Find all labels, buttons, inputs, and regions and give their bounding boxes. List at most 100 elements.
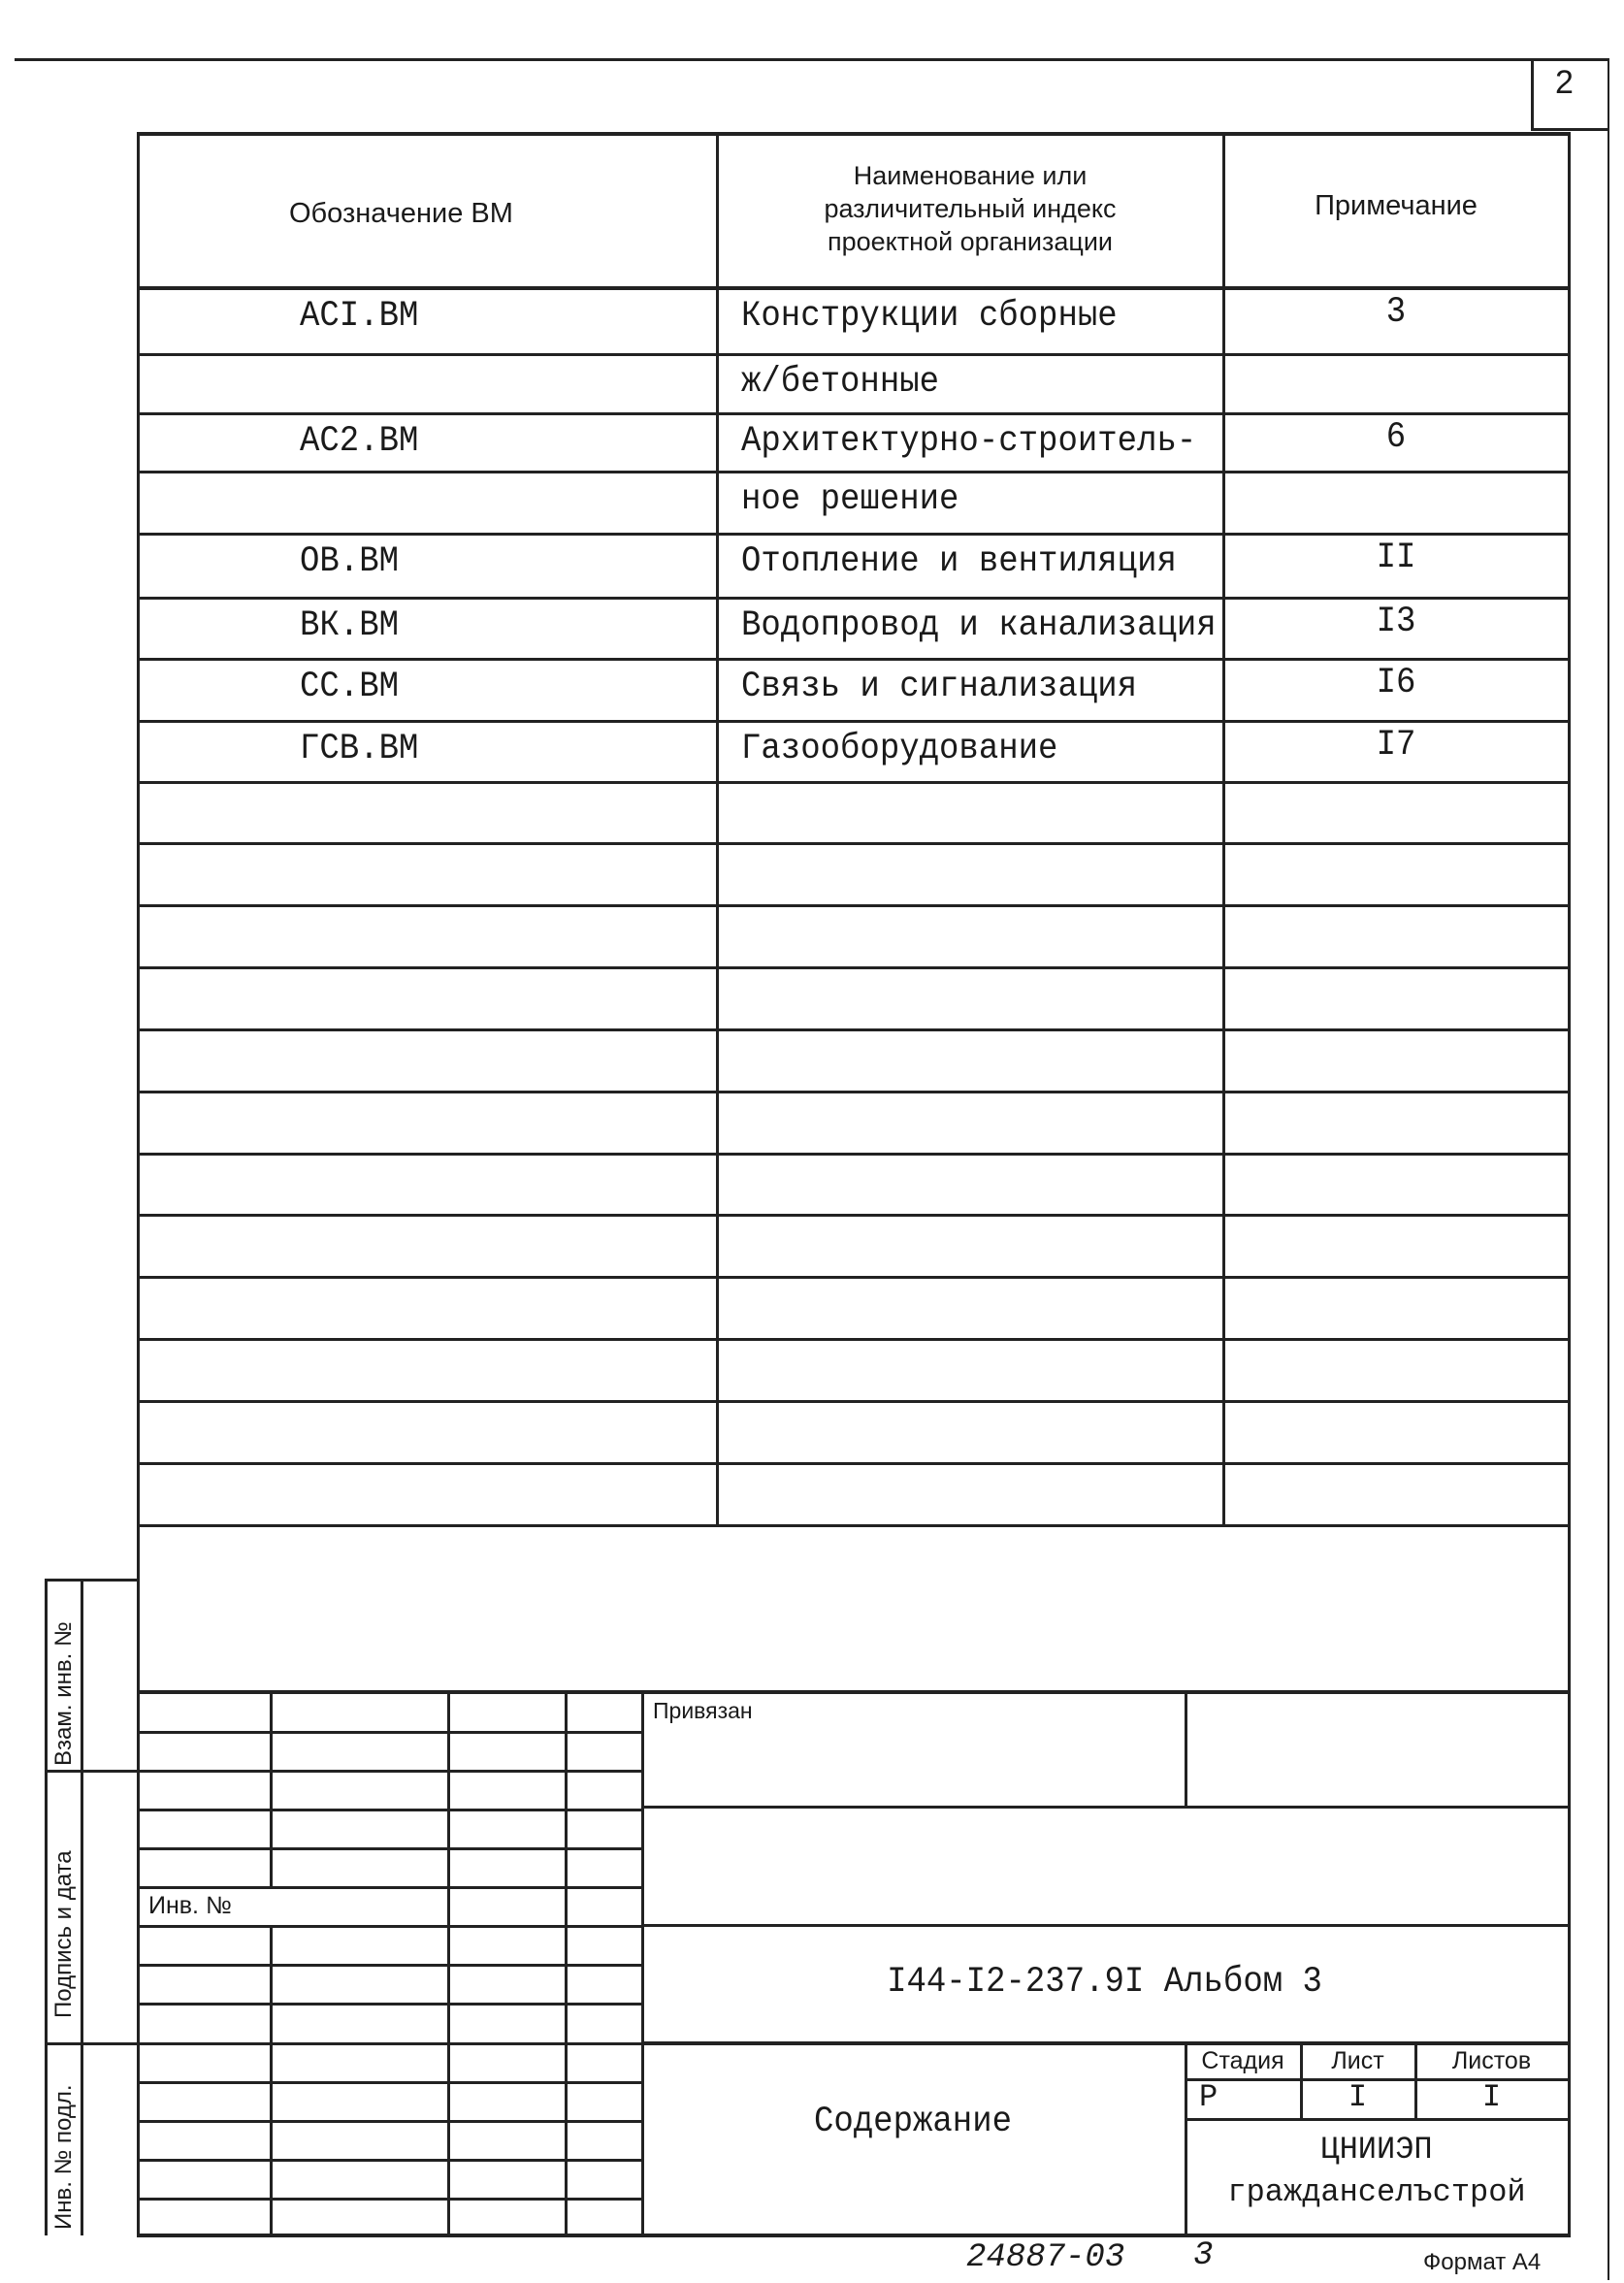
- page-number-box-line: [1531, 128, 1609, 131]
- row-line: [137, 597, 1571, 600]
- cell-note: II: [1376, 538, 1416, 578]
- page-number: 2: [1555, 64, 1574, 101]
- inv-no-label: Инв. №: [148, 1892, 232, 1919]
- header-designation: Обозначение ВМ: [289, 198, 513, 229]
- title-grid-line: [565, 1692, 568, 2235]
- title-block-line: [1185, 2118, 1571, 2121]
- title-block-line: [1414, 2042, 1417, 2120]
- cell-note: 3: [1385, 292, 1407, 333]
- row-line: [137, 658, 1571, 661]
- title-grid-line: [137, 2042, 641, 2045]
- title-block-line: [641, 1924, 1571, 1927]
- frame-bottom: [137, 2234, 1571, 2237]
- column-divider: [1222, 133, 1225, 1526]
- row-line: [137, 781, 1571, 784]
- header-name-line: Наименование или: [853, 161, 1088, 190]
- row-line: [137, 904, 1571, 907]
- header-name-line: различительный индекс: [824, 194, 1117, 223]
- side-strip-line: [45, 1579, 48, 2235]
- title-grid-line: [137, 1809, 641, 1811]
- title-grid-line: [447, 1692, 450, 2235]
- cell-designation: ВК.ВМ: [300, 605, 400, 646]
- row-line: [137, 1214, 1571, 1217]
- title-grid-line: [137, 1770, 641, 1773]
- cell-designation: АСI.ВМ: [300, 296, 419, 337]
- side-strip-line: [45, 2042, 137, 2045]
- side-strip-line: [45, 1770, 137, 1773]
- frame-right: [1568, 132, 1571, 2235]
- cell-name: Связь и сигнализация: [741, 667, 1138, 707]
- title-grid-line: [137, 2198, 641, 2201]
- side-strip-line: [45, 1579, 137, 1582]
- title-block-line: [641, 2041, 1571, 2045]
- row-line: [137, 1153, 1571, 1156]
- cell-designation: ГСВ.ВМ: [300, 729, 419, 769]
- header-name-line: проектной организации: [828, 227, 1113, 256]
- title-grid-line: [137, 1847, 641, 1850]
- title-grid-line: [137, 1886, 641, 1889]
- row-line: [137, 1524, 1571, 1527]
- title-block-line: [1185, 1692, 1187, 1807]
- title-block-divider: [641, 1692, 644, 2235]
- stage-label: Стадия: [1201, 2047, 1284, 2074]
- cell-name: ное решение: [741, 479, 959, 520]
- row-line: [137, 1338, 1571, 1341]
- cell-note: I7: [1376, 725, 1416, 766]
- title-grid-line: [137, 1731, 641, 1734]
- side-strip-line: [81, 1579, 83, 2235]
- format-label: Формат А4: [1423, 2249, 1542, 2275]
- title-block-line: [1300, 2042, 1303, 2120]
- frame-left: [137, 132, 140, 2235]
- row-line: [137, 1091, 1571, 1093]
- document-code: I44-I2-237.9I Альбом 3: [887, 1962, 1322, 2003]
- right-border-line: [1608, 58, 1609, 2280]
- row-line: [137, 720, 1571, 723]
- title-grid-line: [137, 2159, 641, 2162]
- cell-designation: ОВ.ВМ: [300, 541, 400, 582]
- row-line: [137, 1276, 1571, 1279]
- title-grid-line: [137, 2120, 641, 2123]
- row-line: [137, 842, 1571, 845]
- copy-number: 3: [1193, 2237, 1214, 2274]
- row-line: [137, 353, 1571, 356]
- sheets-value: I: [1481, 2079, 1502, 2115]
- row-line: [137, 412, 1571, 415]
- sheet-label: Лист: [1331, 2047, 1384, 2074]
- title-block-top: [137, 1690, 1571, 1694]
- row-line: [137, 1028, 1571, 1031]
- stage-value: Р: [1199, 2079, 1218, 2115]
- title-grid-line: [137, 1964, 641, 1967]
- cell-note: 6: [1385, 417, 1407, 458]
- cell-name: Газооборудование: [741, 729, 1058, 769]
- title-block-line: [641, 1806, 1571, 1809]
- title-grid-line: [137, 1925, 641, 1928]
- page-number-box-line: [1531, 58, 1534, 131]
- linked-label: Привязан: [653, 1698, 753, 1723]
- row-line: [137, 1400, 1571, 1403]
- title-grid-line: [270, 1692, 273, 1886]
- cell-name: ж/бетонные: [741, 362, 940, 403]
- row-line: [137, 471, 1571, 473]
- cell-name: Архитектурно-строитель-: [741, 421, 1197, 462]
- cell-designation: СС.ВМ: [300, 667, 400, 707]
- title-block-line: [1185, 2042, 1187, 2235]
- organization: ЦНИИЭП гражданселъстрой: [1186, 2129, 1568, 2214]
- cell-name: Отопление и вентиляция: [741, 541, 1177, 582]
- title-block-line: [1185, 2078, 1571, 2081]
- side-label-replaced-inv: Взам. инв. №: [50, 1621, 77, 1766]
- cell-note: I6: [1376, 663, 1416, 703]
- sheets-label: Листов: [1451, 2047, 1532, 2074]
- cell-note: I3: [1376, 602, 1416, 642]
- organization-line: ЦНИИЭП: [1320, 2132, 1433, 2168]
- cell-name: Водопровод и канализация: [741, 605, 1217, 646]
- column-divider: [716, 133, 719, 1526]
- header-note: Примечание: [1315, 190, 1478, 221]
- archive-number: 24887-03: [966, 2239, 1125, 2276]
- frame-top: [137, 132, 1571, 136]
- organization-line: гражданселъстрой: [1227, 2174, 1526, 2210]
- title-grid-line: [137, 2003, 641, 2006]
- title-grid-line: [270, 1925, 273, 2235]
- side-label-inv-original: Инв. № подл.: [50, 2084, 77, 2231]
- top-border-line: [15, 58, 1609, 61]
- title-grid-line: [137, 2081, 641, 2084]
